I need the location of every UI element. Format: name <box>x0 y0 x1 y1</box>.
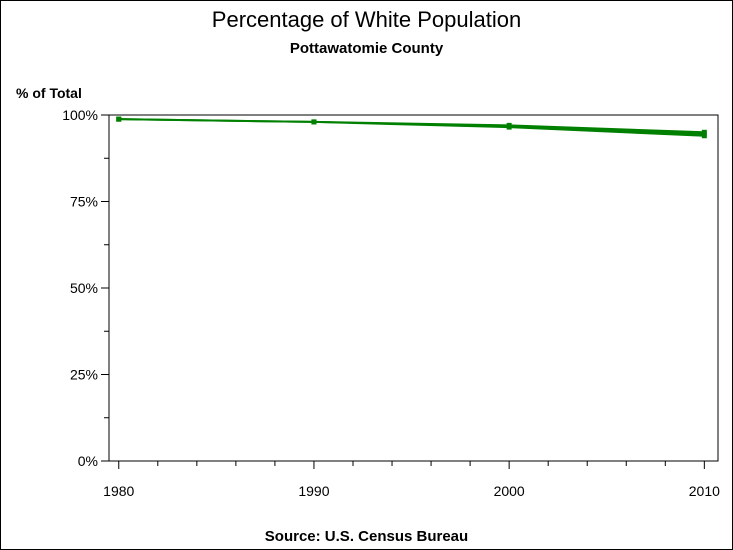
y-tick-label: 0% <box>78 453 98 469</box>
y-axis-label: % of Total <box>16 85 82 101</box>
chart-title: Percentage of White Population <box>211 7 522 32</box>
y-tick-label: 50% <box>70 280 98 296</box>
series-band <box>118 118 705 137</box>
y-tick-label: 100% <box>62 107 98 123</box>
source-note: Source: U.S. Census Bureau <box>264 528 469 545</box>
data-point <box>701 133 707 139</box>
data-point <box>311 119 317 125</box>
data-point <box>506 124 512 130</box>
plot-border <box>108 114 719 462</box>
data-point <box>701 129 707 135</box>
x-tick-label: 1990 <box>298 483 329 499</box>
y-tick-label: 75% <box>70 194 98 210</box>
chart-subtitle: Pottawatomie County <box>289 40 444 57</box>
x-tick-label: 2000 <box>494 483 525 499</box>
series-line <box>118 118 705 137</box>
x-tick-label: 1980 <box>103 483 134 499</box>
x-tick-label: 2010 <box>689 483 720 499</box>
data-point <box>116 116 122 122</box>
y-tick-label: 25% <box>70 367 98 383</box>
